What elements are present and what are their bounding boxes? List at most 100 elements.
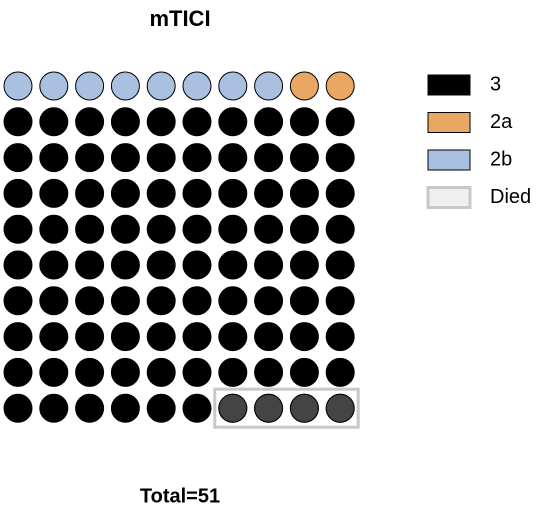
waffle-dot (110, 393, 140, 423)
waffle-dot (289, 107, 319, 137)
waffle-dot (182, 178, 212, 208)
waffle-dot (218, 286, 248, 316)
waffle-dot (254, 178, 284, 208)
died-dot (325, 393, 355, 423)
waffle-dot (218, 178, 248, 208)
waffle-dot (254, 71, 284, 101)
legend-swatch (426, 186, 472, 209)
waffle-dot (254, 107, 284, 137)
waffle-dot (146, 214, 176, 244)
waffle-dot (146, 250, 176, 280)
waffle-dot (75, 178, 105, 208)
waffle-dot (3, 357, 33, 387)
waffle-dot (39, 107, 69, 137)
waffle-dot (146, 393, 176, 423)
waffle-dot (182, 250, 212, 280)
waffle-dot (146, 143, 176, 173)
waffle-dot (325, 250, 355, 280)
waffle-dot (182, 143, 212, 173)
waffle-dot (289, 143, 319, 173)
waffle-dot (218, 250, 248, 280)
waffle-dot (289, 357, 319, 387)
waffle-dot (75, 393, 105, 423)
legend-label: 2b (490, 148, 512, 170)
legend-label: 2a (490, 111, 513, 133)
waffle-dot (146, 71, 176, 101)
waffle-dot (218, 107, 248, 137)
waffle-dot (254, 322, 284, 352)
waffle-dot (325, 357, 355, 387)
waffle-dot (39, 250, 69, 280)
waffle-dot (3, 71, 33, 101)
chart-title: mTICI (149, 6, 210, 31)
waffle-dot (325, 214, 355, 244)
waffle-dot (218, 214, 248, 244)
waffle-dot (218, 71, 248, 101)
legend-swatch (427, 112, 471, 133)
waffle-dot (110, 143, 140, 173)
waffle-dot (254, 357, 284, 387)
waffle-dot (39, 214, 69, 244)
waffle-dot (39, 393, 69, 423)
waffle-dot (289, 178, 319, 208)
waffle-dot (3, 322, 33, 352)
waffle-dot (325, 322, 355, 352)
waffle-dot (75, 143, 105, 173)
waffle-dot (3, 393, 33, 423)
waffle-dot (110, 178, 140, 208)
waffle-dot (146, 322, 176, 352)
waffle-dot (182, 107, 212, 137)
waffle-dot (110, 357, 140, 387)
waffle-dot (110, 214, 140, 244)
waffle-dot (325, 143, 355, 173)
waffle-dot (218, 322, 248, 352)
waffle-dot (110, 286, 140, 316)
waffle-dot (325, 107, 355, 137)
waffle-dot (75, 107, 105, 137)
waffle-dot (289, 286, 319, 316)
waffle-dot (3, 250, 33, 280)
waffle-dot (182, 214, 212, 244)
waffle-dot (39, 286, 69, 316)
legend-swatch (427, 149, 471, 171)
waffle-dot (325, 286, 355, 316)
waffle-dot (75, 357, 105, 387)
waffle-dot (218, 143, 248, 173)
died-dot (254, 393, 284, 423)
legend-label: 3 (490, 73, 501, 95)
waffle-dot (3, 178, 33, 208)
waffle-dot (289, 214, 319, 244)
waffle-dot (75, 71, 105, 101)
waffle-dot (3, 214, 33, 244)
waffle-dot (182, 357, 212, 387)
waffle-dot (254, 250, 284, 280)
died-dot (218, 393, 248, 423)
waffle-dot (254, 286, 284, 316)
waffle-dot (110, 107, 140, 137)
waffle-dot (39, 322, 69, 352)
waffle-dot (146, 286, 176, 316)
died-dot (289, 393, 319, 423)
waffle-dot (39, 71, 69, 101)
waffle-dot (325, 178, 355, 208)
waffle-dot (218, 357, 248, 387)
waffle-dot (289, 322, 319, 352)
waffle-dot (289, 250, 319, 280)
legend-swatch (427, 74, 471, 96)
waffle-dot (3, 107, 33, 137)
waffle-dot (254, 214, 284, 244)
waffle-dot (39, 178, 69, 208)
waffle-dot (182, 71, 212, 101)
waffle-dot (182, 393, 212, 423)
waffle-dot (75, 250, 105, 280)
waffle-dot (75, 214, 105, 244)
died-box (213, 387, 360, 429)
waffle-dot (110, 322, 140, 352)
waffle-dot (75, 322, 105, 352)
legend-label: Died (490, 186, 531, 208)
waffle-dot (110, 71, 140, 101)
waffle-dot (289, 71, 319, 101)
waffle-dot (254, 143, 284, 173)
waffle-dot (3, 286, 33, 316)
